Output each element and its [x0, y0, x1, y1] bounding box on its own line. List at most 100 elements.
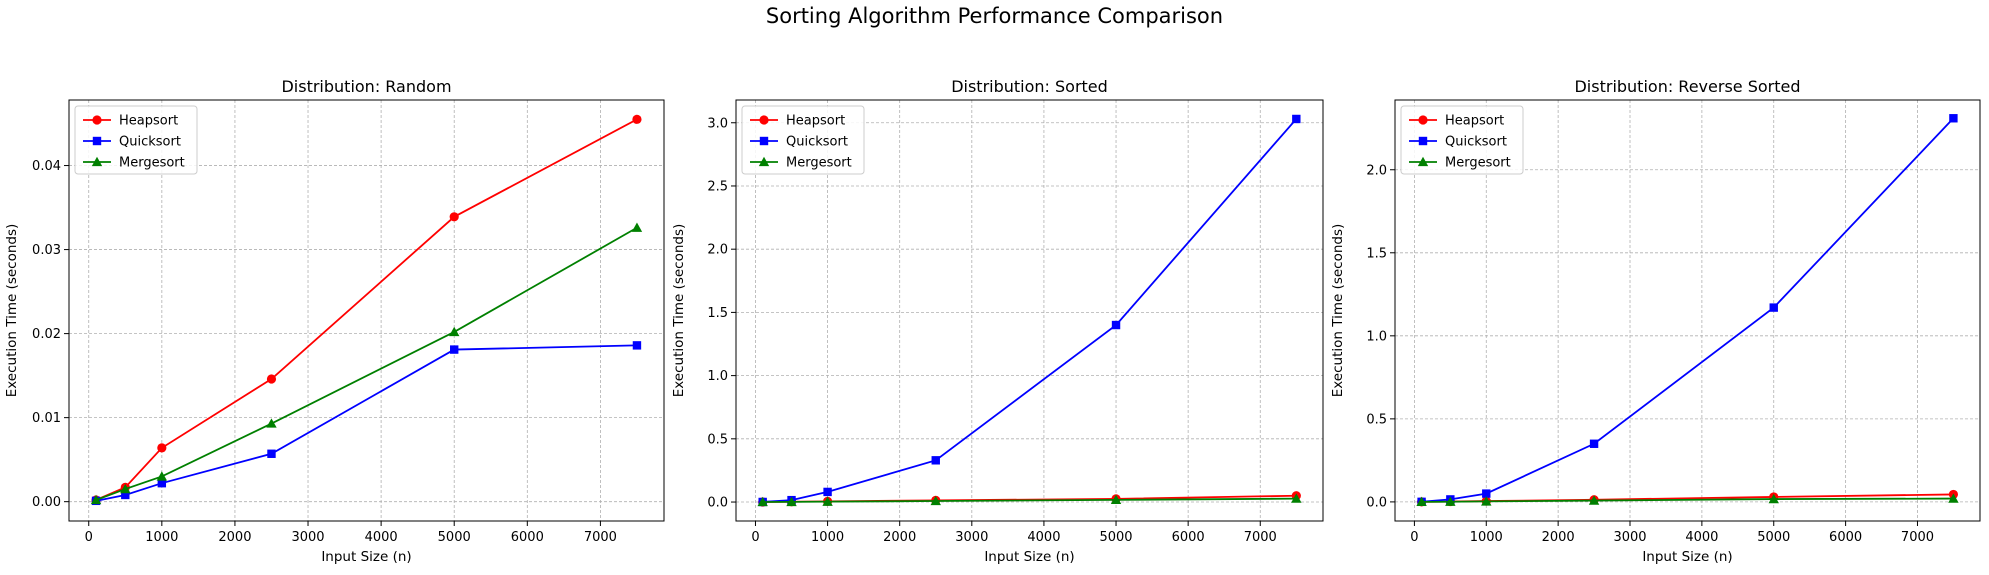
x-tick-label: 5000	[438, 530, 471, 545]
y-tick-label: 2.0	[1366, 163, 1387, 178]
data-point-mergesort	[1948, 493, 1959, 503]
legend-label: Quicksort	[786, 135, 848, 150]
y-tick-label: 1.5	[707, 306, 728, 321]
legend-marker	[91, 156, 103, 167]
x-tick-label: 1000	[145, 530, 178, 545]
y-tick-label: 0.00	[32, 495, 61, 510]
data-point-mergesort	[1110, 494, 1122, 505]
legend-label: Mergesort	[1445, 156, 1511, 171]
y-axis-label: Execution Time (seconds)	[1330, 224, 1346, 398]
legend: Heapsort Quicksort Mergesort	[74, 105, 198, 175]
chart-title: Distribution: Sorted	[951, 77, 1108, 96]
data-point-mergesort	[930, 495, 941, 506]
y-tick-label: 1.5	[1366, 246, 1387, 261]
y-axis-label: Execution Time (seconds)	[4, 224, 20, 398]
data-point-mergesort	[1481, 496, 1492, 506]
chart-panel-1: 0 1000 2000 3000 4000 5000 6000 7000 0.00 0.01 0.0…	[4, 77, 665, 565]
x-tick-label: 7000	[584, 530, 617, 545]
y-tick-label: 3.0	[707, 116, 728, 131]
legend-marker	[1418, 115, 1428, 125]
data-point-mergesort	[1291, 493, 1302, 503]
legend-label: Quicksort	[119, 135, 181, 150]
legend-box	[741, 105, 865, 175]
chart-title: Distribution: Random	[281, 77, 451, 96]
data-point-quicksort	[1482, 489, 1491, 498]
data-point-quicksort	[1292, 114, 1301, 124]
x-tick-label: 0	[1410, 530, 1418, 545]
data-point-quicksort	[1111, 320, 1121, 330]
y-tick-label: 1.0	[1366, 329, 1387, 344]
legend-label: Heapsort	[119, 114, 178, 129]
x-tick-label: 0	[85, 530, 93, 545]
y-tick-label: 1.0	[707, 369, 728, 384]
plot-frame	[1394, 99, 1981, 522]
legend-marker	[1418, 136, 1428, 146]
series-line-mergesort	[95, 226, 638, 501]
series-line-mergesort	[1421, 497, 1954, 503]
x-tick-label: 5000	[1099, 530, 1132, 545]
x-tick-label: 4000	[1685, 530, 1718, 545]
data-point-mergesort	[786, 496, 797, 507]
data-point-quicksort	[267, 449, 276, 458]
data-point-mergesort	[757, 496, 768, 507]
y-tick-label: 0.02	[32, 327, 61, 342]
x-tick-label: 3000	[291, 530, 324, 545]
y-tick-label: 0.04	[32, 159, 61, 174]
data-point-quicksort	[632, 341, 642, 350]
legend-marker	[759, 115, 769, 125]
legend: Heapsort Quicksort Mergesort	[741, 105, 865, 175]
legend-marker	[1417, 156, 1429, 167]
data-point-heapsort	[449, 212, 459, 222]
legend-marker	[92, 136, 102, 146]
y-tick-label: 0.01	[32, 411, 61, 426]
legend-marker	[758, 156, 770, 167]
series-line-quicksort	[95, 344, 637, 502]
y-tick-label: 0.5	[1366, 412, 1387, 427]
x-tick-label: 2000	[883, 530, 916, 545]
data-point-quicksort	[1949, 114, 1958, 123]
data-point-mergesort	[822, 496, 833, 506]
x-tick-label: 5000	[1757, 530, 1790, 545]
data-point-mergesort	[1588, 495, 1600, 505]
data-point-mergesort	[1416, 496, 1427, 507]
y-tick-label: 0.03	[32, 243, 61, 258]
x-tick-label: 0	[751, 530, 759, 545]
legend-label: Heapsort	[786, 114, 845, 129]
legend-marker	[759, 136, 769, 146]
y-tick-label: 0.0	[1366, 495, 1387, 510]
data-point-quicksort	[121, 490, 130, 500]
series-line-mergesort	[762, 497, 1297, 503]
data-point-quicksort	[1589, 439, 1599, 448]
plot-frame	[68, 99, 665, 522]
series-line-quicksort	[762, 118, 1297, 503]
legend-box	[1400, 105, 1524, 175]
data-point-heapsort	[266, 374, 277, 384]
data-point-heapsort	[157, 443, 167, 453]
x-tick-label: 6000	[1172, 530, 1205, 545]
x-axis-label: Input Size (n)	[1642, 549, 1732, 565]
x-tick-label: 6000	[1829, 530, 1862, 545]
legend-label: Heapsort	[1445, 114, 1504, 129]
data-point-mergesort	[449, 326, 460, 337]
x-tick-label: 6000	[511, 530, 544, 545]
data-point-quicksort	[450, 345, 459, 354]
x-tick-label: 3000	[1613, 530, 1646, 545]
data-point-heapsort	[632, 114, 642, 124]
y-tick-label: 0.5	[707, 432, 728, 447]
x-tick-label: 1000	[1470, 530, 1503, 545]
data-point-mergesort	[1768, 493, 1779, 504]
chart-panel-2: 0 1000 2000 3000 4000 5000 6000 7000 0.0 0.5 1.0 1.…	[671, 77, 1324, 565]
legend: Heapsort Quicksort Mergesort	[1400, 105, 1524, 175]
x-tick-label: 2000	[218, 530, 251, 545]
x-tick-label: 7000	[1244, 530, 1277, 545]
y-tick-label: 0.0	[707, 496, 728, 511]
data-point-quicksort	[157, 478, 167, 488]
legend-label: Mergesort	[786, 156, 852, 171]
data-point-quicksort	[823, 487, 832, 497]
x-tick-label: 3000	[955, 530, 988, 545]
data-point-mergesort	[266, 418, 277, 428]
y-axis-label: Execution Time (seconds)	[671, 224, 687, 398]
data-point-mergesort	[90, 494, 102, 505]
data-point-mergesort	[156, 471, 168, 481]
